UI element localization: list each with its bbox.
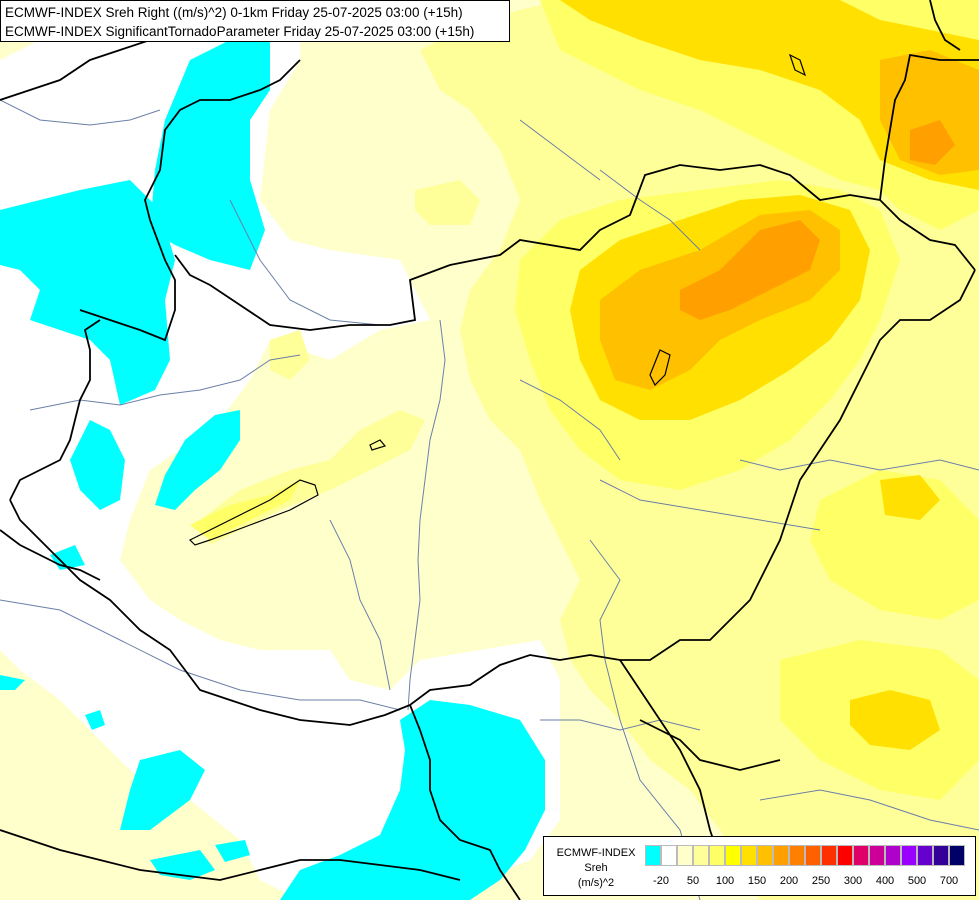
legend-swatch: [677, 845, 693, 866]
legend-tick-label: -20: [653, 875, 669, 887]
legend-tick-label: 50: [686, 875, 700, 887]
legend-swatch: [789, 845, 805, 866]
legend: ECMWF-INDEX Sreh (m/s)^2 -20 50 100 150 200 2…: [543, 836, 976, 896]
legend-tick-label: 200: [779, 875, 799, 887]
legend-title-line-3: (m/s)^2: [577, 877, 615, 889]
legend-swatch: [693, 845, 709, 866]
legend-swatch: [757, 845, 773, 866]
legend-title: ECMWF-INDEX Sreh (m/s)^2: [548, 846, 644, 891]
legend-tick-label: 700: [939, 875, 959, 887]
legend-tick-label: 100: [715, 875, 735, 887]
legend-title-line-1: ECMWF-INDEX: [556, 847, 636, 859]
rivers: [0, 99, 979, 900]
legend-swatch: [949, 845, 965, 866]
lakes: [188, 53, 807, 546]
legend-swatch: [661, 845, 677, 866]
legend-swatch: [933, 845, 949, 866]
dark-orange-regions: [680, 120, 955, 320]
legend-swatch: [725, 845, 741, 866]
legend-swatch: [837, 845, 853, 866]
legend-tick-label: 500: [907, 875, 927, 887]
legend-ticks: -20 50 100 150 200 250 300 400 500 700: [645, 875, 975, 891]
legend-swatch: [645, 845, 661, 866]
legend-swatch: [709, 845, 725, 866]
legend-swatch: [773, 845, 789, 866]
title-line-1: ECMWF-INDEX Sreh Right ((m/s)^2) 0-1km F…: [5, 5, 463, 20]
legend-tick-label: 400: [875, 875, 895, 887]
legend-tick-label: 250: [811, 875, 831, 887]
title-box: ECMWF-INDEX Sreh Right ((m/s)^2) 0-1km F…: [0, 0, 510, 42]
title-line-2: ECMWF-INDEX SignificantTornadoParameter …: [5, 24, 475, 39]
legend-swatch: [853, 845, 869, 866]
legend-tick-label: 300: [843, 875, 863, 887]
legend-swatch: [901, 845, 917, 866]
legend-tick-label: 150: [747, 875, 767, 887]
legend-swatch: [885, 845, 901, 866]
legend-swatch: [741, 845, 757, 866]
legend-swatch: [917, 845, 933, 866]
legend-swatch: [869, 845, 885, 866]
legend-title-line-2: Sreh: [584, 862, 608, 874]
legend-swatch: [805, 845, 821, 866]
legend-swatch: [821, 845, 837, 866]
legend-swatches: [645, 845, 965, 866]
